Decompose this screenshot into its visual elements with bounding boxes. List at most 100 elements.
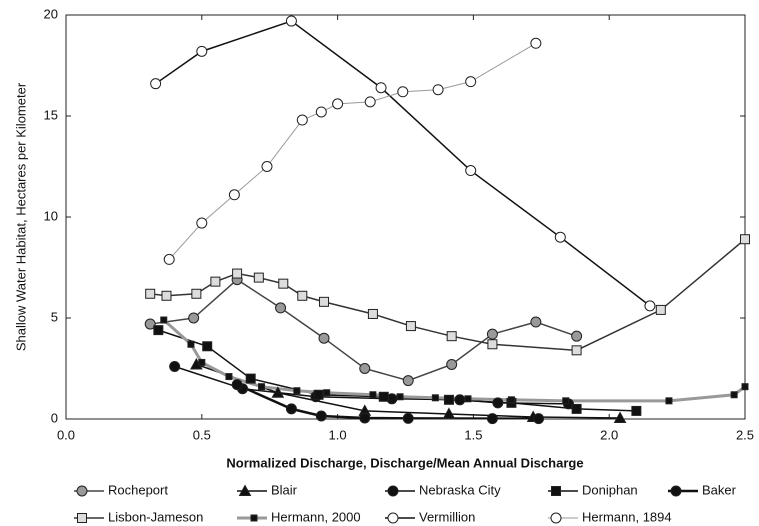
marker xyxy=(187,340,195,348)
marker xyxy=(378,391,389,402)
marker xyxy=(160,316,168,324)
marker xyxy=(446,358,458,370)
marker xyxy=(278,278,289,289)
marker xyxy=(554,231,566,243)
legend-item: Hermann, 1894 xyxy=(548,509,672,524)
marker xyxy=(231,379,243,391)
marker xyxy=(253,272,264,283)
x-axis-label: Normalized Discharge, Discharge/Mean Ann… xyxy=(226,455,583,470)
marker xyxy=(644,300,656,312)
marker xyxy=(196,45,208,57)
legend-item: Lisbon-Jameson xyxy=(74,509,203,524)
marker xyxy=(318,332,330,344)
plot-area xyxy=(150,20,745,419)
marker xyxy=(487,339,498,350)
marker xyxy=(198,358,206,366)
y-tick-label: 5 xyxy=(51,309,58,324)
marker xyxy=(432,84,444,96)
marker xyxy=(293,387,301,395)
marker xyxy=(507,396,515,404)
marker xyxy=(530,316,542,328)
marker xyxy=(285,403,297,415)
marker xyxy=(571,345,582,356)
legend-item: Doniphan xyxy=(548,482,638,497)
x-tick-label: 2.5 xyxy=(736,427,754,442)
marker xyxy=(367,308,378,319)
marker xyxy=(359,363,371,374)
y-tick-label: 10 xyxy=(44,208,58,223)
marker xyxy=(530,37,542,49)
marker xyxy=(402,375,414,387)
marker xyxy=(297,290,308,301)
marker xyxy=(446,331,457,342)
marker xyxy=(730,391,738,399)
marker xyxy=(741,383,749,391)
marker xyxy=(153,325,164,336)
marker xyxy=(387,512,399,524)
marker xyxy=(655,304,666,315)
marker xyxy=(550,512,562,524)
marker xyxy=(77,513,87,523)
marker xyxy=(315,106,327,118)
series-line xyxy=(150,238,745,352)
x-tick-label: 0.0 xyxy=(57,427,75,442)
x-tick-label: 1.0 xyxy=(329,427,347,442)
marker xyxy=(396,393,404,401)
marker xyxy=(375,82,387,94)
series-line xyxy=(168,42,537,260)
marker xyxy=(562,397,570,405)
marker xyxy=(163,253,175,265)
marker xyxy=(454,394,466,406)
marker xyxy=(261,161,273,172)
marker xyxy=(405,321,416,332)
marker xyxy=(464,395,472,403)
marker xyxy=(613,411,627,423)
marker xyxy=(571,403,582,414)
marker xyxy=(275,302,287,314)
marker xyxy=(551,486,561,496)
marker xyxy=(465,165,477,177)
marker xyxy=(369,391,377,399)
marker xyxy=(144,318,156,330)
marker xyxy=(271,386,285,398)
marker xyxy=(323,389,331,397)
marker xyxy=(364,96,376,108)
marker xyxy=(191,288,202,299)
marker xyxy=(245,373,256,384)
marker xyxy=(150,78,162,90)
y-tick-label: 0 xyxy=(51,410,58,425)
marker xyxy=(533,413,545,425)
legend-item: Baker xyxy=(668,482,737,497)
legend-label: Vermillion xyxy=(419,509,475,524)
legend-item: Vermillion xyxy=(385,509,475,524)
y-tick-label: 15 xyxy=(44,107,58,122)
marker xyxy=(313,389,324,400)
marker xyxy=(238,484,252,496)
marker xyxy=(397,86,409,98)
marker xyxy=(188,312,200,324)
y-axis-label: Shallow Water Habitat, Hectares per Kilo… xyxy=(13,82,28,351)
y-tick-label: 20 xyxy=(44,6,58,21)
marker xyxy=(486,328,498,340)
marker xyxy=(228,189,240,201)
marker xyxy=(631,405,642,416)
legend-item: Rocheport xyxy=(74,482,168,497)
marker xyxy=(670,485,682,497)
marker xyxy=(169,360,181,372)
marker xyxy=(315,410,327,422)
marker xyxy=(161,290,172,301)
legend-label: Hermann, 2000 xyxy=(271,509,361,524)
marker xyxy=(319,296,330,307)
marker xyxy=(387,485,399,497)
x-tick-label: 0.5 xyxy=(193,427,211,442)
legend-label: Lisbon-Jameson xyxy=(108,509,203,524)
marker xyxy=(210,276,221,287)
marker xyxy=(665,397,673,405)
marker xyxy=(250,514,258,522)
legend-label: Hermann, 1894 xyxy=(582,509,672,524)
marker xyxy=(145,288,156,299)
marker xyxy=(202,341,213,352)
legend-label: Baker xyxy=(702,482,737,497)
marker xyxy=(332,98,344,110)
